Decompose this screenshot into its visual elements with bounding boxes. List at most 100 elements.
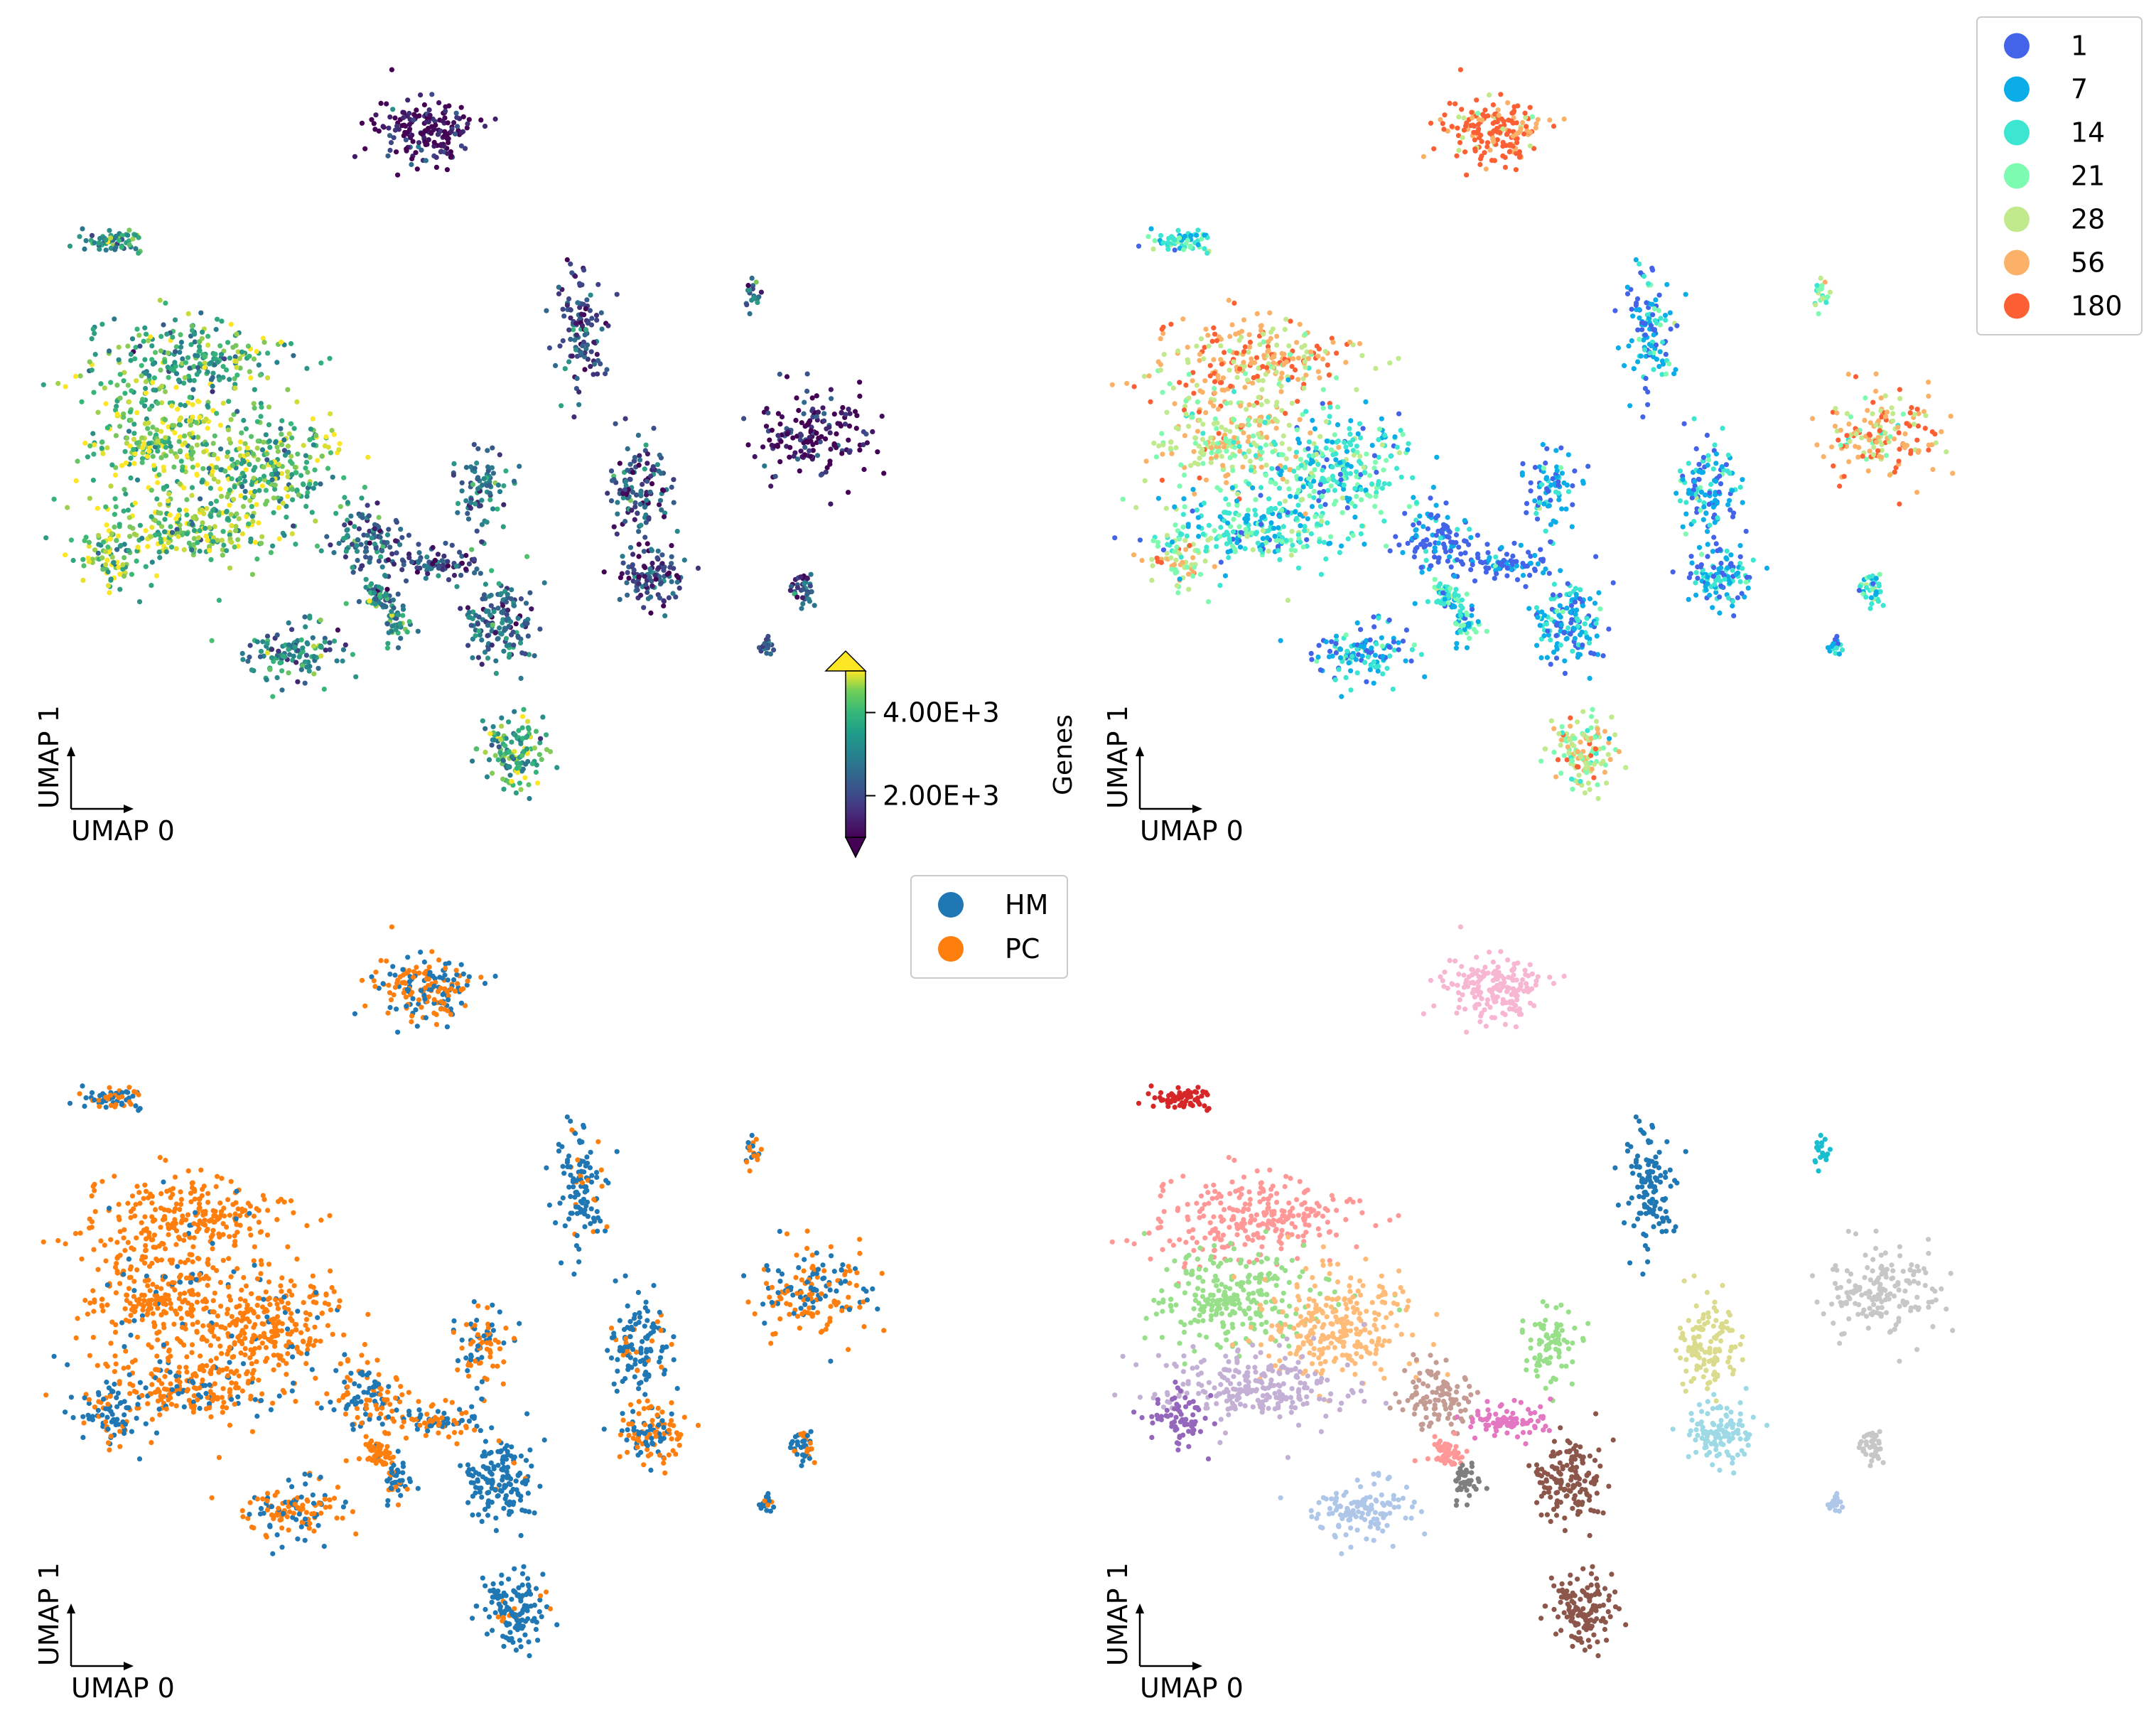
data-point (1283, 359, 1289, 365)
data-point (1492, 128, 1497, 134)
data-point (458, 143, 465, 149)
data-point (1712, 520, 1718, 525)
data-point (642, 504, 648, 510)
data-point (278, 426, 284, 431)
data-point (1357, 458, 1362, 464)
data-point (1705, 457, 1712, 463)
data-point (229, 523, 235, 529)
data-point (294, 487, 300, 493)
data-point (158, 367, 163, 373)
data-point (1457, 140, 1463, 146)
data-point (1158, 367, 1163, 373)
data-point (141, 441, 147, 446)
data-point (178, 332, 183, 338)
data-point (255, 457, 261, 463)
data-point (1276, 485, 1282, 491)
data-point (205, 343, 211, 348)
data-point (661, 567, 667, 574)
data-point (498, 591, 504, 596)
data-point (1815, 287, 1821, 293)
data-point (1584, 616, 1590, 621)
data-point (392, 115, 398, 121)
data-point (1268, 479, 1273, 485)
data-point (1376, 616, 1381, 621)
data-point (281, 437, 287, 443)
data-point (1212, 528, 1217, 534)
data-point (1706, 501, 1712, 507)
data-point (1319, 518, 1325, 525)
data-point (266, 422, 272, 428)
data-point (104, 445, 110, 451)
data-point (1197, 475, 1202, 481)
data-point (669, 543, 674, 549)
data-point (239, 531, 245, 537)
data-point (1170, 539, 1175, 545)
data-point (1190, 414, 1195, 420)
data-point (1246, 448, 1252, 453)
data-point (1380, 654, 1386, 660)
data-point (258, 648, 264, 655)
data-point (293, 470, 299, 476)
data-point (1387, 360, 1393, 366)
data-point (82, 246, 87, 252)
data-point (1740, 566, 1745, 571)
data-point (417, 557, 423, 563)
data-point (389, 608, 394, 614)
data-point (1196, 409, 1202, 415)
data-point (1884, 409, 1890, 415)
data-point (625, 592, 630, 598)
data-point (1532, 498, 1538, 504)
data-point (179, 468, 185, 473)
data-point (1490, 102, 1496, 108)
data-point (1454, 153, 1460, 159)
data-point (1197, 388, 1203, 394)
data-point (463, 498, 469, 504)
points-day (1109, 67, 1956, 802)
data-point (167, 512, 173, 518)
data-point (777, 459, 783, 465)
data-point (227, 355, 232, 361)
data-point (1358, 487, 1364, 493)
data-point (195, 398, 200, 404)
data-point (411, 117, 416, 123)
data-point (1174, 544, 1180, 550)
data-point (1148, 399, 1153, 404)
data-point (1716, 489, 1722, 495)
data-point (1133, 505, 1139, 510)
data-point (1524, 510, 1529, 515)
data-point (97, 235, 103, 242)
data-point (1386, 644, 1392, 650)
data-point (492, 116, 498, 122)
data-point (285, 387, 291, 392)
data-point (229, 456, 235, 462)
data-point (815, 409, 821, 415)
data-point (1242, 385, 1248, 390)
data-point (1494, 119, 1500, 125)
data-point (1725, 452, 1731, 458)
data-point (1256, 431, 1261, 437)
data-point (157, 502, 163, 507)
data-point (1253, 512, 1258, 518)
data-point (240, 504, 247, 510)
data-point (416, 542, 421, 547)
data-point (1416, 520, 1422, 526)
data-point (328, 542, 333, 548)
data-point (303, 624, 308, 630)
data-point (132, 451, 138, 457)
data-point (1413, 527, 1419, 532)
data-point (1691, 519, 1697, 525)
data-point (1295, 399, 1300, 404)
data-point (632, 455, 638, 461)
data-point (359, 120, 365, 126)
data-point (1553, 520, 1558, 525)
data-point (1428, 120, 1434, 126)
data-point (173, 344, 179, 350)
data-point (1258, 493, 1263, 498)
data-point (108, 380, 114, 385)
data-point (624, 580, 630, 586)
data-point (285, 493, 291, 500)
data-point (515, 635, 521, 640)
data-point (267, 667, 273, 672)
data-point (486, 757, 492, 763)
data-point (439, 558, 445, 564)
